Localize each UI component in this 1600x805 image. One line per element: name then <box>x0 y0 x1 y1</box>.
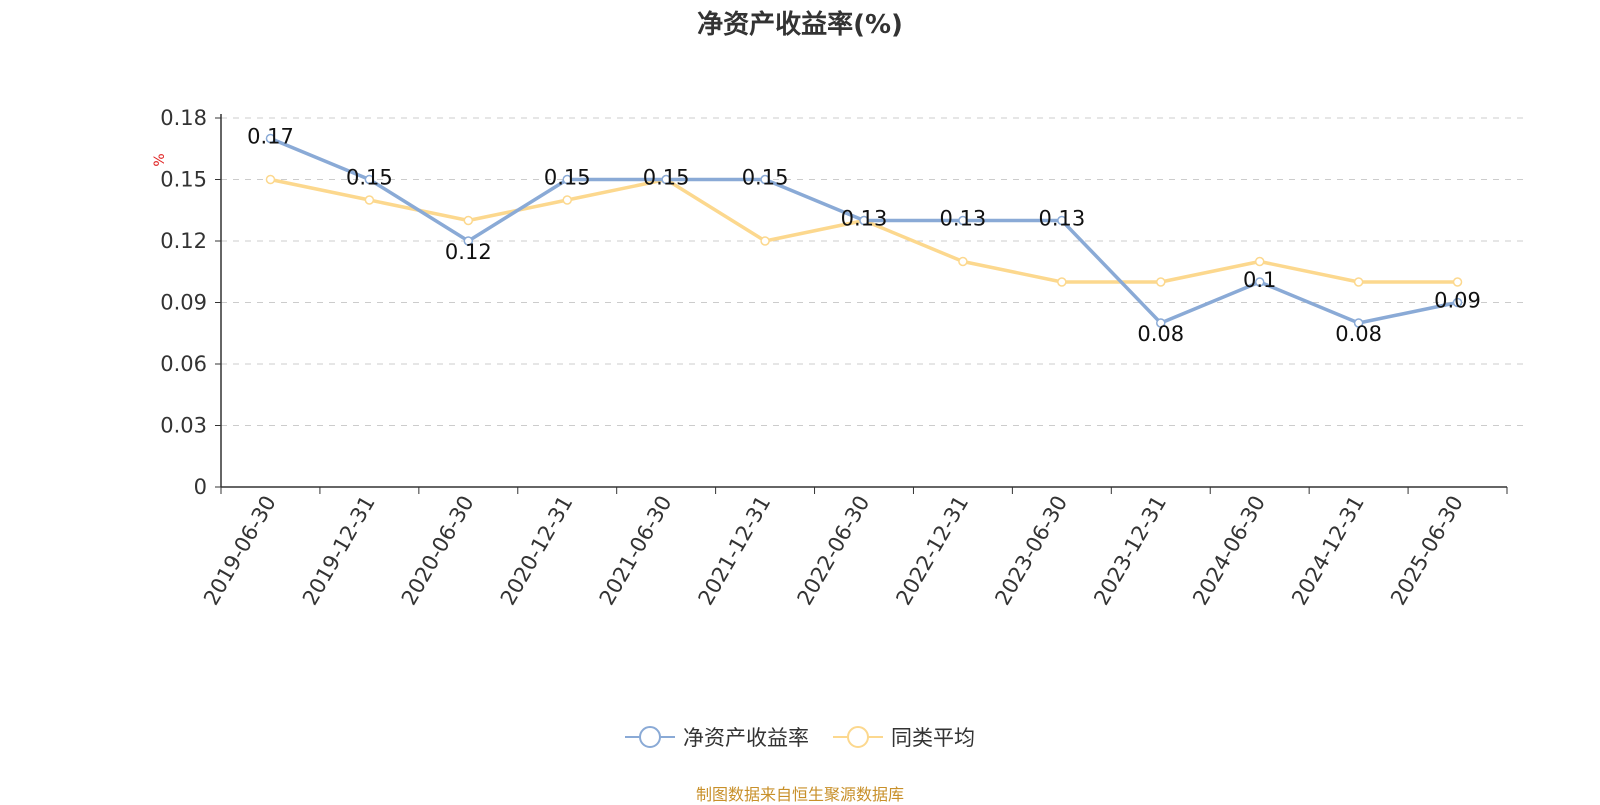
legend-item-peer-average[interactable]: 同类平均 <box>833 722 975 752</box>
x-tick-label: 2019-06-30 <box>199 492 281 610</box>
series-point-1 <box>958 256 968 267</box>
x-tick-label: 2022-06-30 <box>793 492 875 610</box>
x-tick-label: 2022-12-31 <box>891 492 973 610</box>
x-tick-label: 2020-12-31 <box>496 492 578 610</box>
legend-item-roe[interactable]: 净资产收益率 <box>625 722 809 752</box>
y-tick-label: 0.06 <box>160 352 207 376</box>
series-lines <box>265 133 1463 328</box>
y-tick-label: 0.03 <box>160 414 207 438</box>
data-label: 0.13 <box>841 207 888 231</box>
x-tick-label: 2024-12-31 <box>1287 492 1369 610</box>
x-tick-label: 2023-06-30 <box>990 492 1072 610</box>
series-point-0 <box>1057 215 1067 226</box>
series-point-1 <box>1353 277 1364 287</box>
series-point-1 <box>364 195 375 205</box>
data-label: 0.08 <box>1335 322 1382 346</box>
y-tick-label: 0.15 <box>160 168 207 192</box>
chart-title: 净资产收益率(%) <box>697 10 903 40</box>
series-point-0 <box>364 174 375 185</box>
series-point-0 <box>265 133 276 144</box>
x-tick-label: 2024-06-30 <box>1188 492 1270 610</box>
x-tick-label: 2020-06-30 <box>397 492 479 610</box>
legend-label-roe: 净资产收益率 <box>683 726 809 750</box>
y-axis-unit-label: % <box>152 153 168 166</box>
series-point-0 <box>463 236 474 246</box>
data-label: 0.08 <box>1137 322 1184 346</box>
series-point-0 <box>859 215 869 226</box>
y-tick-label: 0 <box>194 475 207 499</box>
series-line-0 <box>269 136 1458 325</box>
data-label: 0.09 <box>1434 289 1481 313</box>
data-label: 0.15 <box>346 166 393 190</box>
x-tick-label: 2025-06-30 <box>1386 492 1468 610</box>
series-point-1 <box>1254 256 1265 267</box>
legend-symbol-peer-average <box>833 726 883 748</box>
series-point-1 <box>265 174 276 185</box>
series-point-0 <box>1156 318 1166 328</box>
y-tick-label: 0.09 <box>160 291 207 315</box>
data-label: 0.17 <box>247 125 294 149</box>
series-point-0 <box>562 174 572 185</box>
legend-symbol-roe <box>625 726 675 748</box>
y-tick-label: 0.18 <box>160 106 207 130</box>
series-point-1 <box>760 236 770 246</box>
legend: 净资产收益率 同类平均 <box>0 722 1600 752</box>
series-point-0 <box>760 174 770 185</box>
x-tick-label: 2021-12-31 <box>694 492 776 610</box>
series-point-0 <box>958 215 968 226</box>
data-label: 0.15 <box>544 166 591 190</box>
series-point-1 <box>1057 277 1067 287</box>
data-label: 0.13 <box>940 207 987 231</box>
data-label: 0.12 <box>445 240 492 264</box>
series-point-1 <box>463 215 474 226</box>
series-point-1 <box>562 195 572 205</box>
data-label: 0.15 <box>742 166 789 190</box>
legend-label-peer-average: 同类平均 <box>891 726 975 750</box>
series-point-0 <box>1254 277 1265 287</box>
series-point-1 <box>1452 277 1463 287</box>
x-tick-label: 2021-06-30 <box>595 492 677 610</box>
series-point-1 <box>1156 277 1166 287</box>
series-point-0 <box>1452 297 1463 308</box>
series-point-0 <box>661 174 671 185</box>
data-label: 0.13 <box>1038 207 1085 231</box>
x-tick-label: 2019-12-31 <box>298 492 380 610</box>
x-tick-label: 2023-12-31 <box>1089 492 1171 610</box>
data-label: 0.15 <box>643 166 690 190</box>
series-point-0 <box>1353 318 1364 328</box>
data-label: 0.1 <box>1243 268 1276 292</box>
grid-lines <box>221 117 1527 426</box>
data-labels: 0.17 0.15 0.12 0.15 0.15 0.15 0.13 0.13 0.13 0.08… <box>247 125 1481 347</box>
y-tick-label: 0.12 <box>160 229 207 253</box>
source-note: 制图数据来自恒生聚源数据库 <box>695 785 904 804</box>
